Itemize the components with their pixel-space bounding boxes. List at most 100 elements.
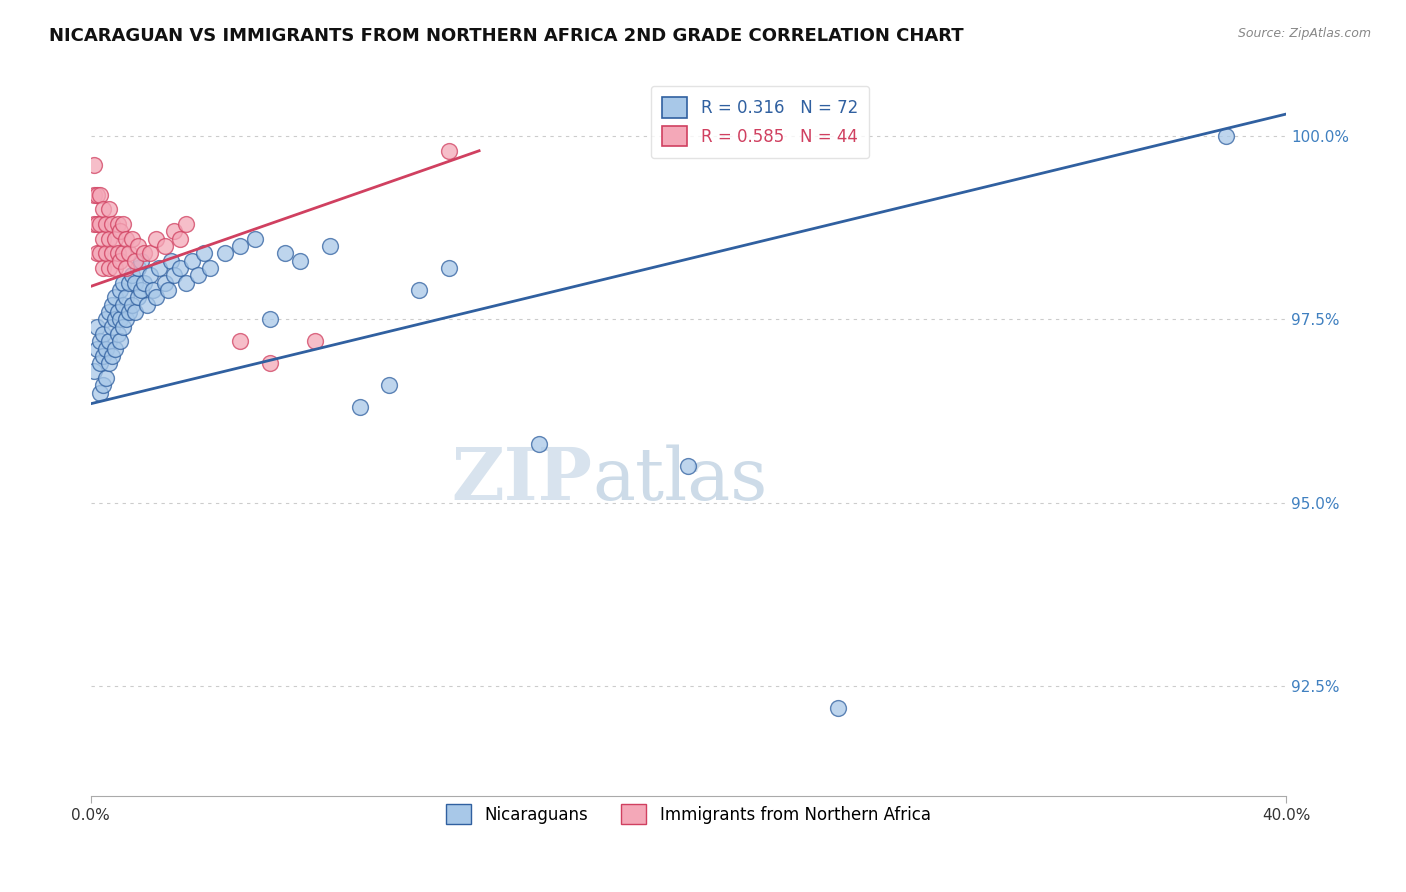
Point: [349, 401, 371, 415]
Point: [118, 276, 141, 290]
Point: [193, 246, 215, 260]
Point: [89, 356, 111, 370]
Point: [214, 246, 236, 260]
Point: [91, 202, 114, 217]
Point: [115, 290, 138, 304]
Point: [139, 246, 162, 260]
Point: [110, 253, 132, 268]
Point: [107, 305, 129, 319]
Point: [112, 298, 135, 312]
Point: [243, 232, 266, 246]
Point: [89, 334, 111, 349]
Point: [160, 253, 183, 268]
Legend: Nicaraguans, Immigrants from Northern Africa: Nicaraguans, Immigrants from Northern Af…: [436, 794, 941, 835]
Point: [103, 261, 125, 276]
Point: [86, 187, 108, 202]
Point: [145, 290, 167, 304]
Point: [100, 246, 122, 260]
Point: [91, 349, 114, 363]
Point: [127, 290, 149, 304]
Point: [174, 217, 197, 231]
Point: [94, 217, 117, 231]
Point: [115, 312, 138, 326]
Point: [115, 232, 138, 246]
Point: [89, 246, 111, 260]
Point: [139, 268, 162, 283]
Point: [97, 334, 120, 349]
Point: [118, 246, 141, 260]
Point: [259, 312, 281, 326]
Point: [100, 349, 122, 363]
Point: [86, 342, 108, 356]
Point: [145, 232, 167, 246]
Point: [83, 158, 105, 172]
Point: [127, 239, 149, 253]
Point: [174, 276, 197, 290]
Point: [163, 268, 186, 283]
Point: [148, 261, 170, 276]
Point: [94, 371, 117, 385]
Point: [527, 437, 550, 451]
Text: NICARAGUAN VS IMMIGRANTS FROM NORTHERN AFRICA 2ND GRADE CORRELATION CHART: NICARAGUAN VS IMMIGRANTS FROM NORTHERN A…: [49, 27, 965, 45]
Point: [110, 334, 132, 349]
Point: [100, 217, 122, 231]
Point: [97, 202, 120, 217]
Point: [121, 268, 143, 283]
Point: [155, 276, 177, 290]
Point: [112, 319, 135, 334]
Point: [229, 334, 252, 349]
Point: [91, 261, 114, 276]
Point: [124, 253, 146, 268]
Point: [121, 298, 143, 312]
Point: [169, 261, 191, 276]
Point: [408, 283, 430, 297]
Point: [112, 246, 135, 260]
Point: [115, 261, 138, 276]
Point: [91, 327, 114, 342]
Point: [112, 217, 135, 231]
Point: [134, 276, 156, 290]
Point: [163, 224, 186, 238]
Point: [107, 246, 129, 260]
Point: [86, 319, 108, 334]
Point: [439, 261, 461, 276]
Point: [97, 356, 120, 370]
Point: [155, 239, 177, 253]
Text: Source: ZipAtlas.com: Source: ZipAtlas.com: [1237, 27, 1371, 40]
Point: [103, 232, 125, 246]
Point: [187, 268, 209, 283]
Point: [288, 253, 311, 268]
Point: [136, 298, 159, 312]
Point: [112, 276, 135, 290]
Point: [94, 312, 117, 326]
Point: [91, 378, 114, 392]
Point: [157, 283, 180, 297]
Point: [89, 385, 111, 400]
Text: ZIP: ZIP: [451, 444, 593, 516]
Point: [127, 261, 149, 276]
Point: [97, 232, 120, 246]
Point: [94, 342, 117, 356]
Point: [94, 246, 117, 260]
Point: [121, 232, 143, 246]
Point: [134, 246, 156, 260]
Point: [100, 298, 122, 312]
Point: [259, 356, 281, 370]
Point: [678, 459, 700, 474]
Point: [83, 364, 105, 378]
Point: [107, 327, 129, 342]
Point: [89, 217, 111, 231]
Point: [131, 253, 153, 268]
Point: [181, 253, 204, 268]
Point: [304, 334, 326, 349]
Point: [103, 290, 125, 304]
Point: [169, 232, 191, 246]
Point: [274, 246, 297, 260]
Text: atlas: atlas: [593, 444, 768, 516]
Point: [378, 378, 401, 392]
Point: [83, 217, 105, 231]
Point: [118, 305, 141, 319]
Point: [142, 283, 165, 297]
Point: [1215, 129, 1237, 144]
Point: [198, 261, 221, 276]
